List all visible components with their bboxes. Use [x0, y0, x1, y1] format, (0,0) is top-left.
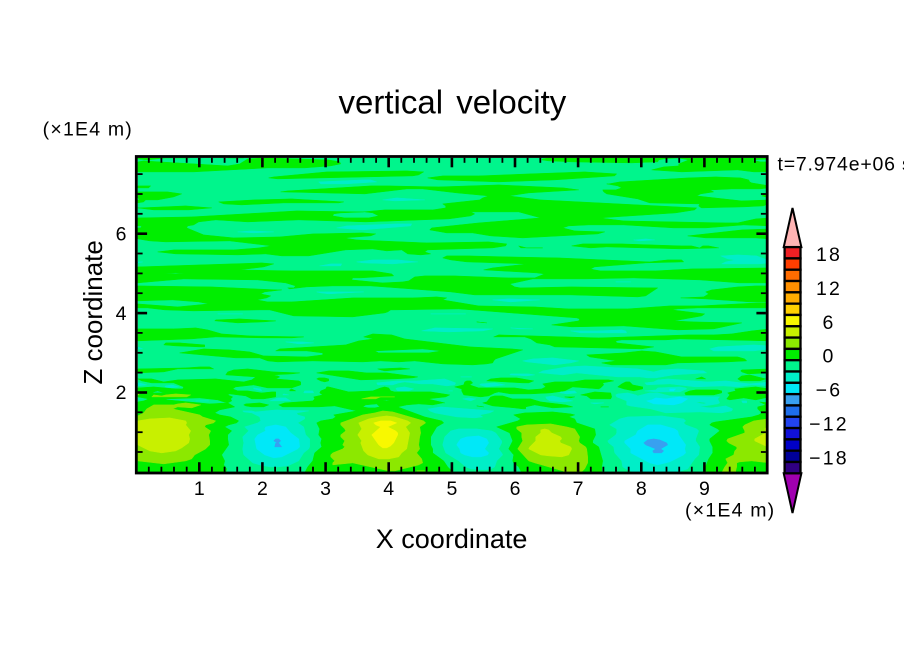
svg-text:Z coordinate: Z coordinate: [78, 240, 108, 385]
svg-text:2: 2: [116, 382, 127, 404]
svg-text:t=7.974e+06 s: t=7.974e+06 s: [778, 153, 904, 175]
svg-text:(×1E4 m): (×1E4 m): [685, 500, 775, 522]
svg-text:12: 12: [816, 278, 842, 300]
svg-text:9: 9: [699, 478, 710, 500]
svg-text:−18: −18: [809, 448, 849, 470]
svg-text:X coordinate: X coordinate: [376, 524, 528, 554]
svg-text:0: 0: [822, 346, 835, 368]
svg-text:5: 5: [446, 478, 457, 500]
svg-text:4: 4: [383, 478, 394, 500]
svg-text:6: 6: [510, 478, 521, 500]
svg-text:7: 7: [573, 478, 584, 500]
svg-text:2: 2: [257, 478, 268, 500]
svg-text:3: 3: [320, 478, 331, 500]
svg-text:1: 1: [194, 478, 205, 500]
svg-text:6: 6: [822, 312, 835, 334]
svg-text:8: 8: [636, 478, 647, 500]
svg-text:−6: −6: [816, 380, 843, 402]
svg-text:(×1E4 m): (×1E4 m): [43, 118, 133, 140]
svg-text:18: 18: [816, 244, 842, 266]
svg-text:−12: −12: [809, 414, 849, 436]
svg-text:vertical velocity: vertical velocity: [339, 84, 567, 121]
svg-text:4: 4: [116, 303, 127, 325]
svg-text:6: 6: [116, 223, 127, 245]
